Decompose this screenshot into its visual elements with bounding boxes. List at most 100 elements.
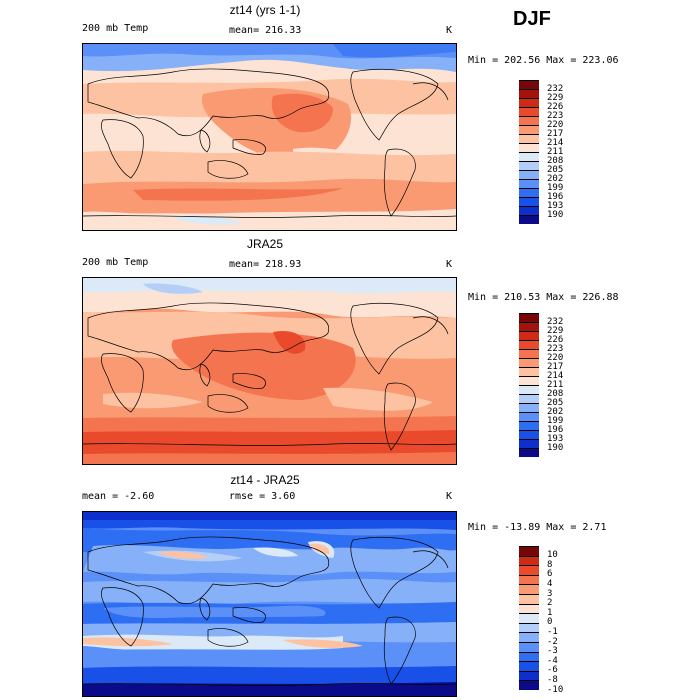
colorbar-tick-label: 4 xyxy=(547,578,553,589)
colorbar-tick-label: 211 xyxy=(547,146,564,157)
colorbar-cell xyxy=(519,98,539,107)
colorbar-cell xyxy=(519,555,539,566)
colorbar-tick-label: 205 xyxy=(547,397,564,408)
rmse-label: rmse = 3.60 xyxy=(229,491,296,502)
colorbar-cell xyxy=(519,546,539,556)
unit-label: K xyxy=(446,25,453,36)
colorbar-cell xyxy=(519,206,539,215)
colorbar-cell xyxy=(519,642,539,652)
colorbar-tick-label: 229 xyxy=(547,325,564,336)
variable-label: 200 mb Temp xyxy=(82,257,149,268)
colorbar-cell xyxy=(519,367,539,376)
contour-field xyxy=(83,512,456,696)
season-label: DJF xyxy=(513,8,551,30)
mean-label: mean= 218.93 xyxy=(229,259,302,270)
colorbar-tick-label: 217 xyxy=(547,361,564,372)
colorbar-cell xyxy=(519,134,539,143)
colorbar-cell xyxy=(519,385,539,394)
colorbar-tick-label: 196 xyxy=(547,424,564,435)
colorbar-cell xyxy=(519,394,539,403)
colorbar-cell xyxy=(519,421,539,430)
colorbar-tick-label: 2 xyxy=(547,598,553,609)
colorbar-tick-label: 205 xyxy=(547,164,564,175)
colorbar-cell xyxy=(519,448,539,457)
contour-field xyxy=(83,278,456,464)
colorbar-tick-label: 214 xyxy=(547,137,564,148)
colorbar-cell xyxy=(519,403,539,412)
panel-title: zt14 (yrs 1-1) xyxy=(229,3,301,17)
colorbar-cell xyxy=(519,322,539,331)
colorbar-tick-label: -10 xyxy=(547,684,564,695)
minmax-label: Min = 210.53 Max = 226.88 xyxy=(468,292,619,303)
colorbar-tick-label: 199 xyxy=(547,415,564,426)
colorbar-tick-label: 232 xyxy=(547,83,564,94)
colorbar-cell xyxy=(519,613,539,623)
colorbar-cell xyxy=(519,143,539,152)
colorbar-tick-label: 196 xyxy=(547,191,564,202)
panel-title: JRA25 xyxy=(246,237,284,251)
colorbar-tick-label: 211 xyxy=(547,379,564,390)
colorbar-cell xyxy=(519,412,539,421)
colorbar-cell xyxy=(519,340,539,349)
unit-label: K xyxy=(446,491,453,502)
colorbar-tick-label: 0 xyxy=(547,617,553,628)
colorbar-cell xyxy=(519,584,539,594)
colorbar-cell xyxy=(519,439,539,448)
colorbar-cell xyxy=(519,125,539,134)
colorbar-cell xyxy=(519,89,539,98)
colorbar-tick-label: 1 xyxy=(547,607,553,618)
colorbar-tick-label: 193 xyxy=(547,200,564,211)
colorbar-cell xyxy=(519,565,539,575)
colorbar-cell xyxy=(519,661,539,671)
colorbar-cell xyxy=(519,651,539,662)
colorbar-tick-label: 229 xyxy=(547,92,564,103)
colorbar-cell xyxy=(519,622,539,633)
colorbar-cell xyxy=(519,80,539,89)
colorbar-tick-label: 223 xyxy=(547,343,564,354)
mean-label: mean= 216.33 xyxy=(229,25,302,36)
panel-title: zt14 - JRA25 xyxy=(230,473,300,487)
unit-label: K xyxy=(446,259,453,270)
minmax-label: Min = -13.89 Max = 2.71 xyxy=(468,522,607,533)
colorbar-cell xyxy=(519,358,539,367)
colorbar-tick-label: -6 xyxy=(547,665,558,676)
colorbar-tick-label: 190 xyxy=(547,442,564,453)
colorbar-tick-label: -1 xyxy=(547,626,558,637)
colorbar-cell xyxy=(519,349,539,358)
colorbar-cell xyxy=(519,632,539,642)
colorbar-tick-label: -2 xyxy=(547,636,558,647)
colorbar-tick-label: 202 xyxy=(547,406,564,417)
colorbar-tick-label: 226 xyxy=(547,101,564,112)
mean-label: mean = -2.60 xyxy=(82,491,155,502)
colorbar-tick-label: 8 xyxy=(547,559,553,570)
colorbar-tick-label: -8 xyxy=(547,674,558,685)
colorbar-tick-label: -3 xyxy=(547,646,558,657)
colorbar-cell xyxy=(519,107,539,116)
map-panel xyxy=(82,277,457,465)
minmax-label: Min = 202.56 Max = 223.06 xyxy=(468,55,619,66)
variable-label: 200 mb Temp xyxy=(82,23,149,34)
colorbar-tick-label: 208 xyxy=(547,388,564,399)
colorbar-cell xyxy=(519,179,539,188)
colorbar-tick-label: 199 xyxy=(547,182,564,193)
colorbar-tick-label: 223 xyxy=(547,110,564,121)
colorbar-tick-label: 10 xyxy=(547,550,558,561)
colorbar-tick-label: 3 xyxy=(547,588,553,599)
colorbar-tick-label: 232 xyxy=(547,316,564,327)
colorbar-cell xyxy=(519,680,539,690)
colorbar-cell xyxy=(519,188,539,197)
colorbar-tick-label: 190 xyxy=(547,209,564,220)
colorbar-cell xyxy=(519,170,539,179)
colorbar-cell xyxy=(519,376,539,385)
colorbar-tick-label: 220 xyxy=(547,352,564,363)
colorbar-cell xyxy=(519,430,539,439)
colorbar-cell xyxy=(519,574,539,585)
colorbar-cell xyxy=(519,313,539,322)
colorbar-tick-label: 217 xyxy=(547,128,564,139)
colorbar-cell xyxy=(519,594,539,604)
colorbar-cell xyxy=(519,670,539,681)
colorbar-cell xyxy=(519,215,539,224)
colorbar-tick-label: 208 xyxy=(547,155,564,166)
colorbar-tick-label: 6 xyxy=(547,569,553,580)
colorbar-cell xyxy=(519,331,539,340)
